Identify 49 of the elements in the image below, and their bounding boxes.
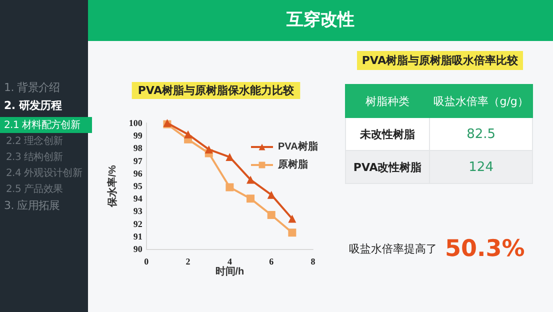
x-tick-label: 4: [227, 256, 232, 266]
x-tick-label: 2: [186, 256, 191, 266]
text: 1. 背景介绍: [4, 80, 60, 95]
text: 吸盐水倍率（g/g）: [430, 84, 532, 118]
text: PVA树脂与原树脂吸水倍率比较: [356, 51, 524, 70]
y-tick-label: 95: [133, 181, 143, 191]
text: 2.1 材料配方创新: [0, 117, 92, 133]
x-tick-label: 0: [144, 256, 150, 266]
y-tick-label: 94: [133, 194, 143, 204]
text: 2.5 产品效果: [6, 182, 63, 196]
y-tick-label: 93: [133, 206, 143, 216]
point: [184, 130, 192, 138]
data-label: 124: [430, 150, 532, 184]
text: 树脂种类: [346, 84, 430, 118]
y-axis-title: 保水率/%: [106, 165, 118, 208]
point: [226, 153, 234, 162]
legend-label: PVA树脂: [278, 140, 318, 152]
y-tick-label: 97: [133, 156, 143, 166]
point: [226, 183, 234, 192]
point: [204, 145, 213, 154]
point: [246, 194, 255, 203]
point: [288, 214, 296, 223]
y-tick-label: 92: [133, 218, 143, 229]
legend-label: 原树脂: [277, 158, 308, 170]
chart-title: PVA树脂与原树脂保水能力比较: [138, 84, 296, 97]
text: 2.4 外观设计创新: [6, 166, 82, 180]
category-label: PVA改性树脂: [346, 150, 430, 184]
x-tick-label: 8: [310, 256, 316, 266]
y-tick-label: 99: [133, 130, 143, 141]
text: 吸盐水倍率提高了: [349, 242, 437, 256]
category-label: 未改性树脂: [346, 118, 430, 150]
text: 3. 应用拓展: [4, 198, 60, 213]
data-label: 82.5: [430, 118, 532, 150]
text: 2.2 理念创新: [6, 134, 63, 148]
point: [267, 190, 276, 199]
text: 互穿改性: [88, 0, 553, 41]
point: [246, 176, 255, 184]
text: 50.3%: [445, 236, 525, 262]
y-tick-label: 90: [133, 244, 143, 254]
point: [288, 228, 296, 237]
x-axis-title: 时间/h: [215, 266, 244, 278]
y-tick-label: 100: [128, 118, 143, 128]
y-tick-label: 98: [133, 143, 143, 154]
x-tick-label: 6: [269, 256, 274, 266]
text: 2.3 结构创新: [6, 150, 63, 164]
y-tick-label: 91: [133, 231, 143, 242]
point: [267, 210, 276, 219]
y-tick-label: 96: [133, 168, 143, 178]
text: 2. 研发历程: [4, 98, 62, 113]
